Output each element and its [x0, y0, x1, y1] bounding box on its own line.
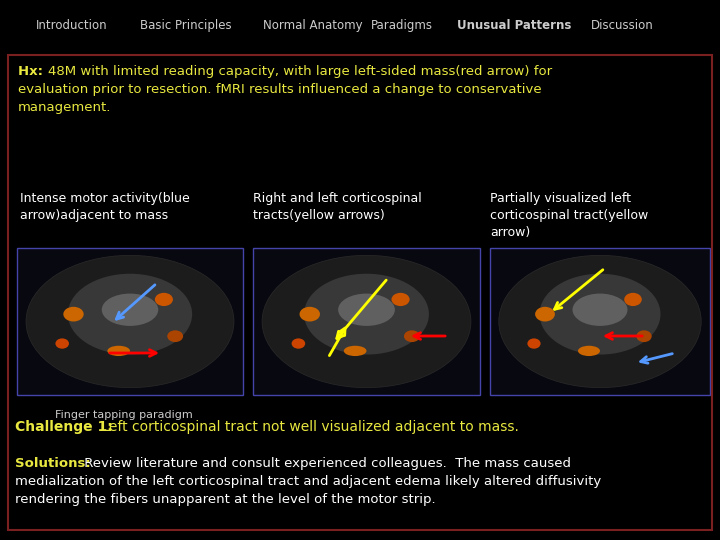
Ellipse shape [527, 339, 541, 349]
Ellipse shape [392, 293, 410, 306]
Ellipse shape [262, 255, 471, 388]
Bar [8, 55, 712, 530]
Ellipse shape [499, 255, 701, 388]
Text: Right and left corticospinal
tracts(yellow arrows): Right and left corticospinal tracts(yell… [253, 192, 422, 222]
Ellipse shape [155, 293, 173, 306]
Ellipse shape [292, 339, 305, 349]
Ellipse shape [572, 294, 628, 326]
Text: Review literature and consult experienced colleagues.  The mass caused: Review literature and consult experience… [80, 457, 571, 470]
Ellipse shape [338, 294, 395, 326]
Text: Normal Anatomy: Normal Anatomy [263, 19, 362, 32]
Text: Partially visualized left
corticospinal tract(yellow
arrow): Partially visualized left corticospinal … [490, 192, 648, 239]
Text: Basic Principles: Basic Principles [140, 19, 232, 32]
Text: Hx:: Hx: [18, 65, 48, 78]
Ellipse shape [55, 339, 69, 349]
Ellipse shape [535, 307, 555, 321]
Ellipse shape [624, 293, 642, 306]
Ellipse shape [539, 274, 660, 355]
Text: Finger tapping paradigm: Finger tapping paradigm [55, 410, 193, 420]
Text: Challenge 1:: Challenge 1: [15, 420, 113, 434]
Text: Intense motor activity(blue
arrow)adjacent to mass: Intense motor activity(blue arrow)adjace… [20, 192, 190, 222]
Text: evaluation prior to resection. fMRI results influenced a change to conservative: evaluation prior to resection. fMRI resu… [18, 83, 541, 96]
Text: Introduction: Introduction [36, 19, 107, 32]
Text: Solutions:: Solutions: [15, 457, 91, 470]
Text: rendering the fibers unapparent at the level of the motor strip.: rendering the fibers unapparent at the l… [15, 493, 436, 506]
Text: Left corticospinal tract not well visualized adjacent to mass.: Left corticospinal tract not well visual… [97, 420, 519, 434]
Text: medialization of the left corticospinal tract and adjacent edema likely altered : medialization of the left corticospinal … [15, 475, 601, 488]
Ellipse shape [578, 346, 600, 356]
Ellipse shape [107, 346, 130, 356]
Bar [17, 248, 243, 395]
Ellipse shape [102, 294, 158, 326]
Ellipse shape [68, 274, 192, 355]
Ellipse shape [344, 346, 366, 356]
Bar [253, 248, 480, 395]
Text: management.: management. [18, 101, 112, 114]
Ellipse shape [63, 307, 84, 321]
Ellipse shape [636, 330, 652, 342]
Ellipse shape [404, 330, 420, 342]
Bar [490, 248, 710, 395]
Ellipse shape [304, 274, 429, 355]
Text: Discussion: Discussion [590, 19, 653, 32]
Text: Unusual Patterns: Unusual Patterns [457, 19, 572, 32]
Text: 48M with limited reading capacity, with large left-sided mass(red arrow) for: 48M with limited reading capacity, with … [48, 65, 552, 78]
Ellipse shape [26, 255, 234, 388]
Ellipse shape [300, 307, 320, 321]
Text: Paradigms: Paradigms [371, 19, 433, 32]
Ellipse shape [167, 330, 183, 342]
